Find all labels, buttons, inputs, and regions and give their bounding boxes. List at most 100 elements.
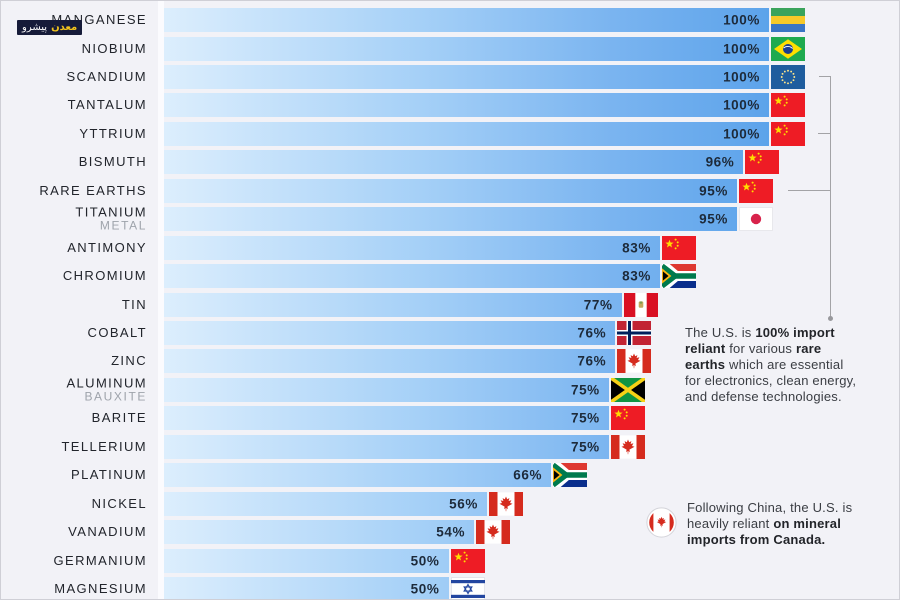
bar-value-label: 50% [410,553,440,568]
annotation-line: reliant for various rare [685,341,822,356]
row-label: TANTALUM [1,98,147,112]
bar-value-label: 66% [513,467,543,483]
bar: 100% [164,8,769,32]
flag-canada-icon [617,349,652,374]
flag-canada-icon [476,520,511,545]
watermark-brand-left: پیشرو [22,22,48,33]
mineral-name: ZINC [111,353,147,369]
flag-south-africa-icon [662,264,696,289]
bracket-tick-rare-earths [788,190,831,191]
bracket-tick-scandium [819,76,831,77]
bar: 100% [164,64,769,89]
mineral-name: TITANIUM [75,204,147,220]
bar-value-label: 75% [570,439,600,455]
bar: 100% [164,93,769,118]
flag-gabon-icon [771,8,805,32]
row-label: COBALT [1,325,147,340]
flag-eu-icon [771,64,805,89]
flag-china-icon [771,121,805,146]
mineral-name: SCANDIUM [66,68,147,84]
mineral-name: TELLERIUM [61,438,147,454]
row-label: PLATINUM [1,468,147,482]
mineral-subname: BAUXITE [84,389,147,404]
bar-value-label: 100% [723,69,760,85]
flag-china-icon [450,548,485,573]
chart-row: VANADIUM 54% [1,520,899,545]
bar: 50% [164,577,449,599]
bar: 75% [164,434,609,459]
annotation-canada: Following China, the U.S. is heavily reli… [687,500,882,548]
bar: 75% [164,377,609,402]
mineral-name: CHROMIUM [62,268,147,284]
mineral-name: BISMUTH [78,154,147,170]
bar-value-label: 83% [622,268,651,284]
chart-row: TELLERIUM 75% [1,434,899,459]
bar: 83% [164,264,660,289]
chart-row: ALUMINUM BAUXITE 75% [1,376,899,404]
bar-value-label: 100% [723,97,760,113]
bar: 100% [164,36,769,61]
annotation-line: Following China, the U.S. is [687,500,853,515]
chart-row: GERMANIUM 50% [1,548,899,573]
chart-row: ANTIMONY 83% [1,235,899,260]
flag-israel-icon [450,577,485,599]
bar: 96% [164,150,744,175]
chart-row: TIN 77% [1,292,899,317]
row-label: GERMANIUM [1,552,147,568]
chart-row: CHROMIUM 83% [1,264,899,289]
chart-row: RARE EARTHS 95% [1,178,899,203]
bracket-end-dot [828,316,833,321]
flag-china-icon [610,406,645,431]
bar-value-label: 77% [583,297,613,312]
bar-value-label: 83% [622,240,651,256]
row-label: YTTRIUM [1,126,147,141]
mineral-name: ANTIMONY [67,239,147,255]
row-label: NICKEL [1,495,147,511]
bar-value-label: 95% [699,183,728,199]
row-label: BISMUTH [1,155,147,169]
bar: 95% [164,207,737,232]
annotation-rare-earths: The U.S. is 100% import reliant for vario… [685,325,885,405]
bar: 95% [164,178,737,203]
mineral-name: NICKEL [91,495,147,511]
mineral-name: MAGNESIUM [54,581,147,596]
flag-brazil-icon [771,36,805,61]
mineral-name: GERMANIUM [53,552,147,568]
bar-value-label: 76% [577,353,607,369]
row-label: MAGNESIUM [1,582,147,596]
bar: 50% [164,548,449,573]
flag-japan-icon [739,207,773,232]
bar: 100% [164,121,769,146]
chart-row: YTTRIUM 100% [1,121,899,146]
canada-flag-badge-icon [646,507,677,538]
bar: 75% [164,406,609,431]
chart-row: NICKEL 56% [1,491,899,516]
bar-value-label: 96% [705,154,735,170]
flag-china-icon [745,150,780,175]
bar-value-label: 76% [577,325,607,341]
bar: 76% [164,349,616,374]
flag-jamaica-icon [610,377,645,402]
chart-row: NIOBIUM 100% [1,36,899,61]
bar-value-label: 100% [723,41,760,56]
mineral-subname: METAL [99,218,147,233]
row-label: CHROMIUM [1,269,147,283]
row-label: TIN [1,297,147,312]
row-label: ZINC [1,354,147,368]
bar-value-label: 50% [410,581,440,597]
bar: 83% [164,235,660,260]
row-label: TELLERIUM [1,438,147,454]
annotation-line: The U.S. is 100% import [685,325,835,340]
annotation-line: for electronics, clean energy, [685,373,857,388]
flag-china-icon [662,235,696,260]
flag-peru-icon [623,292,658,317]
flag-norway-icon [617,320,652,345]
bar: 66% [164,463,552,488]
bracket-line [830,76,831,318]
watermark-logo: معدن پیشرو [17,20,83,35]
chart-row: MAGNESIUM 50% [1,577,899,599]
row-label: TITANIUM METAL [1,204,147,233]
chart-row: TANTALUM 100% [1,93,899,118]
mineral-name: RARE EARTHS [39,182,147,198]
flag-south-africa-icon [553,463,588,488]
